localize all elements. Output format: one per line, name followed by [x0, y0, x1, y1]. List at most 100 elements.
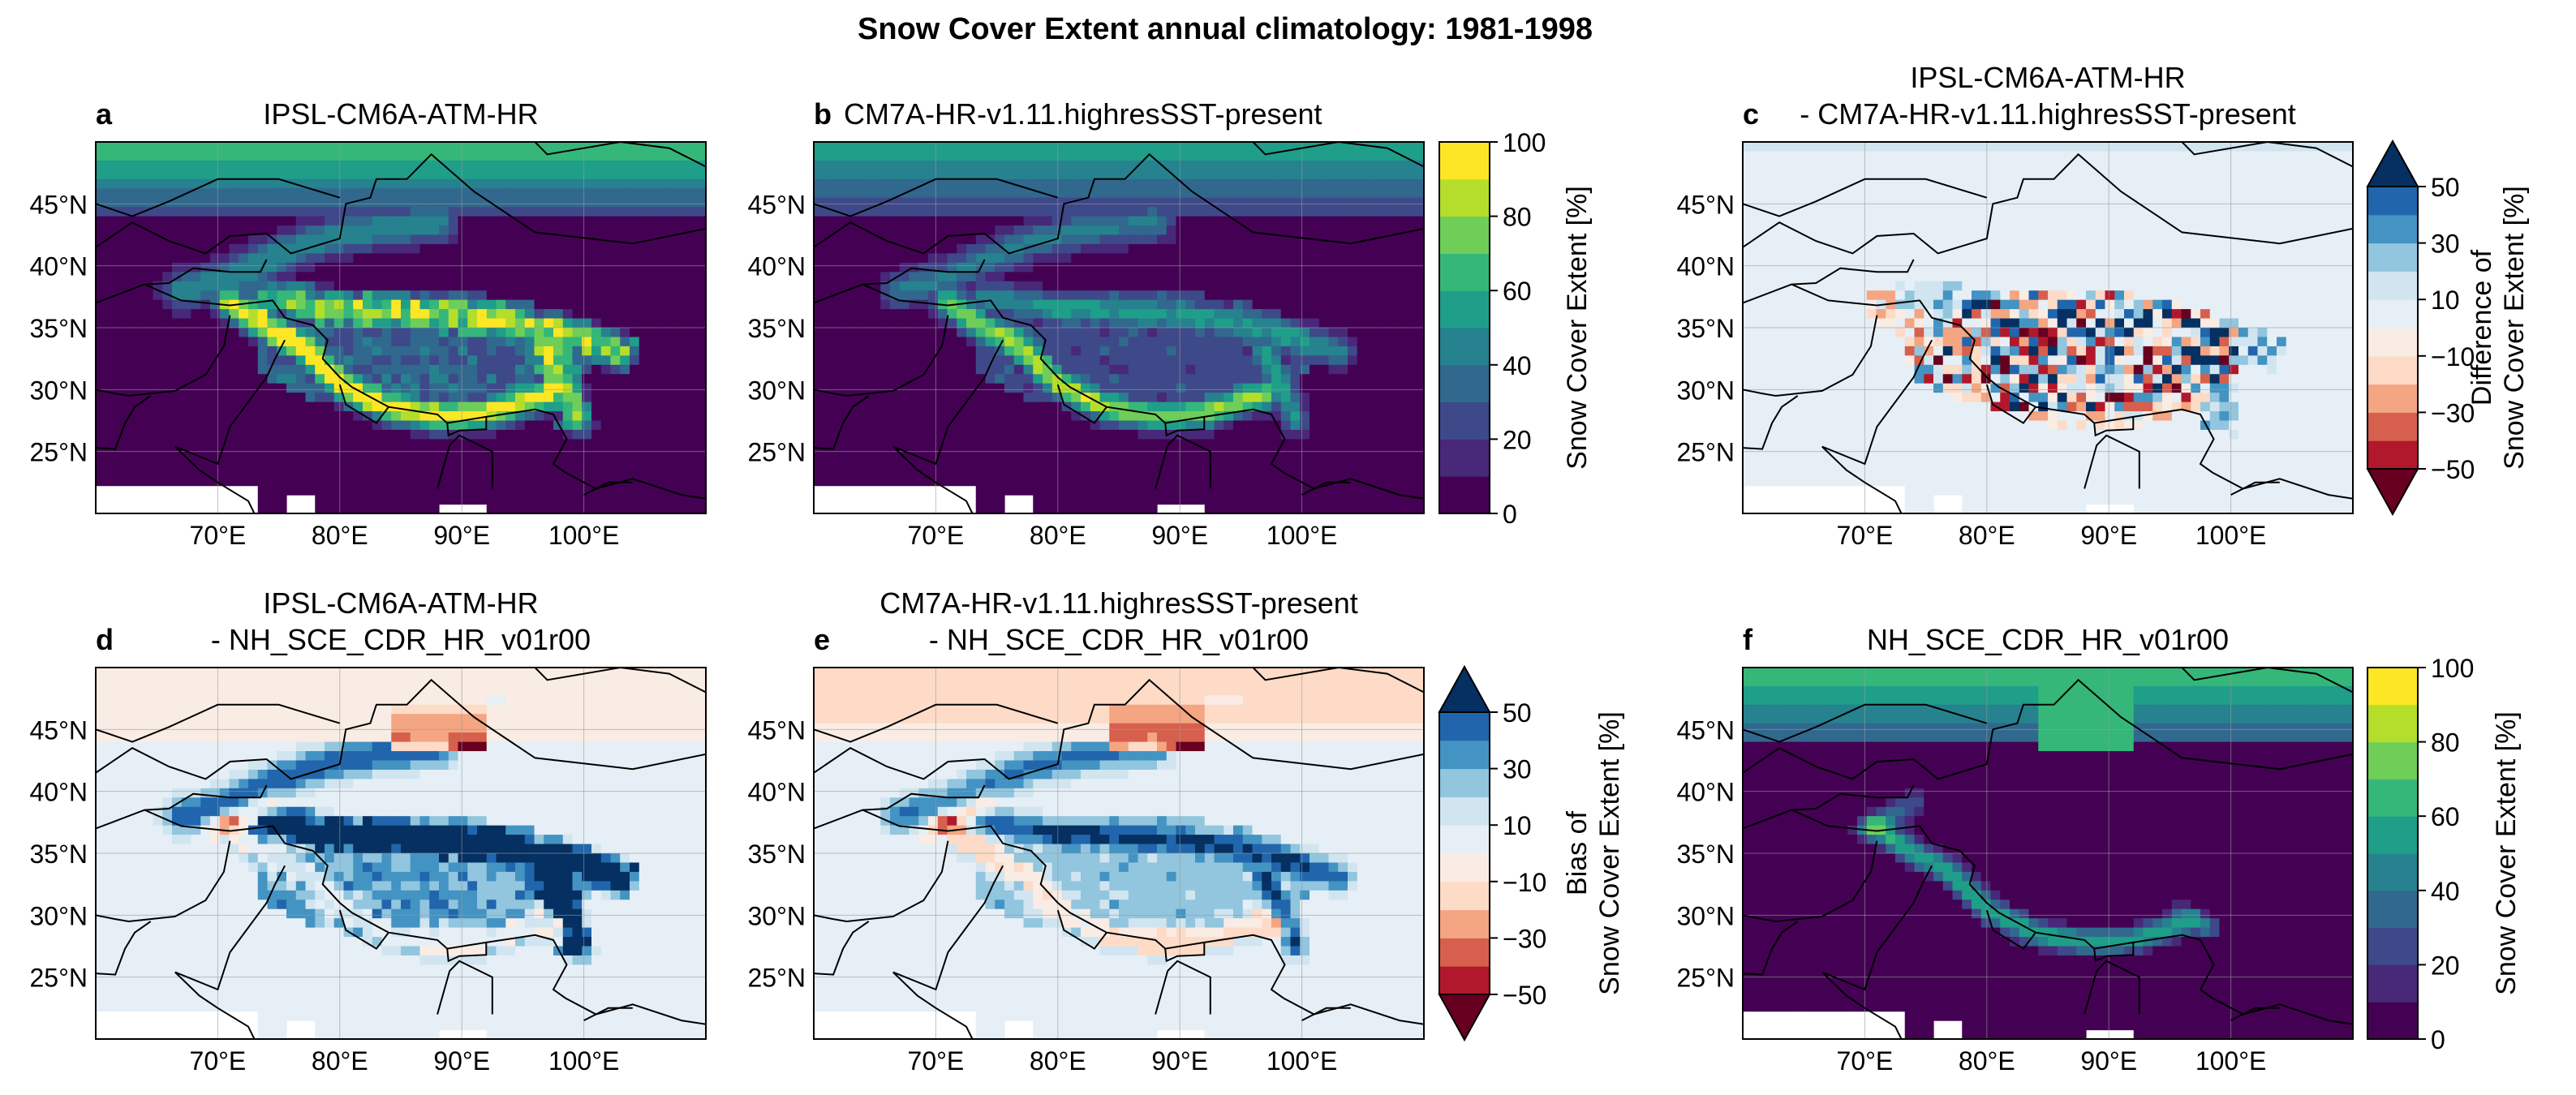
grid-cell [880, 225, 891, 236]
grid-cell [1404, 383, 1415, 393]
grid-cell [1004, 309, 1015, 320]
grid-cell [239, 420, 249, 431]
grid-cell [496, 299, 506, 310]
grid-cell [1310, 429, 1320, 440]
grid-cell [1310, 272, 1320, 282]
grid-cell [937, 160, 948, 170]
grid-cell [1310, 299, 1320, 310]
grid-cell [928, 151, 939, 161]
grid-cell [325, 448, 335, 458]
grid-cell [630, 151, 640, 161]
grid-cell [239, 234, 249, 245]
grid-cell [134, 188, 144, 199]
grid-cell [1033, 466, 1043, 477]
grid-cell [515, 318, 526, 328]
grid-cell [658, 160, 669, 170]
grid-cell [1061, 299, 1072, 310]
grid-cell [353, 170, 363, 180]
grid-cell [1081, 429, 1091, 440]
grid-cell [153, 318, 163, 328]
grid-cell [1023, 197, 1034, 208]
grid-cell [814, 225, 824, 236]
grid-cell [1051, 328, 1063, 338]
grid-cell [1051, 411, 1063, 422]
grid-cell [1214, 290, 1224, 301]
grid-cell [1300, 337, 1310, 347]
grid-cell [305, 402, 316, 412]
grid-cell [600, 328, 612, 338]
grid-cell [353, 485, 363, 496]
grid-cell [937, 457, 948, 468]
grid-cell [325, 290, 335, 301]
grid-cell [277, 225, 287, 236]
grid-cell [648, 262, 659, 273]
grid-cell [439, 225, 449, 236]
grid-cell [315, 197, 325, 208]
grid-cell [600, 309, 612, 320]
grid-cell [172, 374, 183, 384]
grid-cell [1071, 355, 1082, 366]
grid-cell [162, 420, 173, 431]
grid-cell [1357, 364, 1368, 375]
grid-cell [143, 429, 154, 440]
grid-cell [966, 178, 977, 189]
grid-cell [295, 253, 307, 264]
grid-cell [295, 160, 307, 170]
grid-cell [1061, 346, 1072, 356]
grid-cell [1395, 328, 1406, 338]
grid-cell [419, 318, 430, 328]
grid-cell [1185, 243, 1196, 254]
grid-cell [1252, 485, 1262, 496]
grid-cell [1300, 466, 1310, 477]
grid-cell [1214, 457, 1224, 468]
grid-cell [1318, 448, 1330, 458]
grid-cell [639, 346, 650, 356]
grid-cell [162, 429, 173, 440]
grid-cell [486, 495, 497, 505]
grid-cell [1147, 457, 1158, 468]
grid-cell [1262, 309, 1272, 320]
grid-cell [410, 318, 421, 328]
grid-cell [1137, 178, 1148, 189]
grid-cell [668, 402, 678, 412]
grid-cell [467, 170, 478, 180]
grid-cell [1061, 495, 1072, 505]
grid-cell [696, 262, 706, 273]
grid-cell [648, 420, 659, 431]
grid-cell [947, 142, 957, 152]
grid-cell [814, 188, 824, 199]
grid-cell [181, 216, 192, 226]
grid-cell [1081, 170, 1091, 180]
grid-cell [267, 448, 277, 458]
grid-cell [1357, 309, 1368, 320]
grid-cell [496, 178, 506, 189]
grid-cell [985, 225, 996, 236]
grid-cell [1090, 346, 1101, 356]
grid-cell [448, 243, 459, 254]
grid-cell [620, 448, 630, 458]
grid-cell [534, 374, 544, 384]
grid-cell [1109, 272, 1120, 282]
grid-cell [1081, 337, 1091, 347]
grid-cell [1185, 466, 1196, 477]
grid-cell [286, 299, 297, 310]
grid-cell [668, 411, 678, 422]
grid-cell [295, 281, 307, 291]
grid-cell [1310, 170, 1320, 180]
grid-cell [219, 262, 230, 273]
grid-cell [1290, 346, 1301, 356]
grid-cell [1328, 262, 1339, 273]
grid-cell [591, 448, 602, 458]
grid-cell [1013, 207, 1025, 217]
grid-cell [401, 495, 411, 505]
grid-cell [1242, 160, 1254, 170]
grid-cell [315, 216, 325, 226]
grid-cell [1204, 309, 1215, 320]
grid-cell [343, 309, 354, 320]
grid-cell [305, 485, 316, 496]
grid-cell [861, 142, 872, 152]
grid-cell [600, 170, 612, 180]
grid-cell [1223, 383, 1234, 393]
grid-cell [966, 439, 977, 449]
grid-cell [96, 328, 106, 338]
